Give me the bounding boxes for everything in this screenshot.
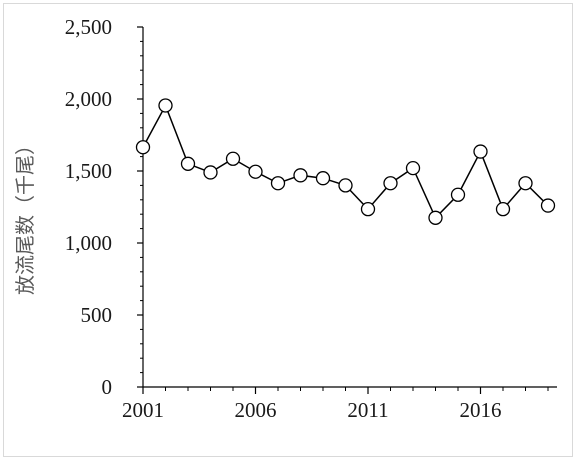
data-point [338, 178, 353, 193]
data-point [225, 151, 241, 166]
chart-area [3, 3, 573, 457]
y-axis-title: 放流尾数（千尾） [13, 135, 37, 295]
axes: 0 500 1,000 1,500 2,000 2,500 2001 2006 2011 2016 [65, 15, 557, 422]
data-point [180, 156, 196, 171]
x-tick-label: 2011 [347, 398, 388, 422]
data-point [428, 210, 443, 225]
data-point [360, 202, 376, 217]
data-point [315, 171, 331, 186]
y-tick-label: 1,500 [65, 159, 112, 183]
data-point [248, 164, 263, 179]
data-point [518, 176, 533, 191]
data-point [293, 168, 308, 183]
y-tick-label: 500 [81, 303, 113, 327]
series-group [135, 98, 556, 225]
data-point [270, 176, 286, 191]
series-line [142, 103, 549, 220]
data-point [450, 187, 466, 202]
y-tick-label: 1,000 [65, 231, 112, 255]
data-point [495, 202, 511, 217]
data-point [158, 98, 173, 113]
data-point [203, 165, 218, 180]
data-point [473, 144, 488, 159]
y-tick-label: 2,000 [65, 87, 112, 111]
data-point [135, 140, 151, 155]
y-tick-label: 0 [102, 375, 113, 399]
x-tick-label: 2016 [460, 398, 502, 422]
x-tick-label: 2001 [122, 398, 164, 422]
data-point [540, 198, 556, 213]
data-point [383, 176, 398, 191]
y-tick-label: 2,500 [65, 15, 112, 39]
data-point [405, 160, 421, 176]
x-tick-label: 2006 [235, 398, 277, 422]
